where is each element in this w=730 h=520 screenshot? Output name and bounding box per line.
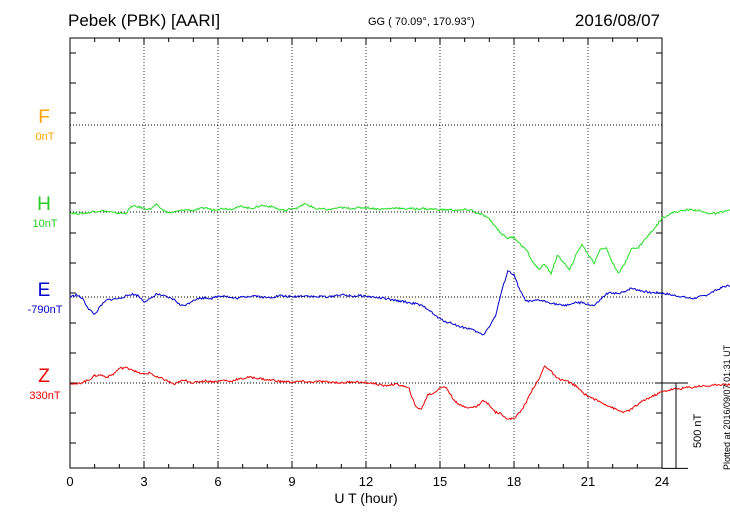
plot-frame (69, 37, 663, 469)
station-title: Pebek (PBK) [AARI] (68, 11, 221, 30)
x-tick-label: 21 (581, 474, 595, 489)
x-tick-label: 9 (288, 474, 295, 489)
series-line-z (70, 365, 730, 421)
scale-bar-label: 500 nT (692, 413, 704, 448)
x-tick-label: 15 (433, 474, 447, 489)
date-label: 2016/08/07 (574, 11, 660, 30)
channel-e-name: E (37, 280, 51, 301)
x-tick-label: 18 (507, 474, 521, 489)
series-line-e (69, 270, 730, 336)
channel-z-baseline: 330nT (29, 390, 61, 402)
x-tick-label: 0 (66, 474, 73, 489)
x-tick-label: 24 (655, 474, 669, 489)
x-tick-label: 3 (140, 474, 147, 489)
channel-f-name: F (38, 107, 50, 128)
x-tick-label: 6 (214, 474, 221, 489)
x-axis-label: U T (hour) (334, 490, 397, 506)
channel-h-name: H (37, 194, 51, 215)
channel-e-baseline: -790nT (27, 304, 63, 316)
x-tick-label: 12 (359, 474, 373, 489)
series-line-h (69, 202, 730, 276)
channel-z-name: Z (38, 366, 50, 387)
plotted-timestamp: Plotted at 2016/09/07 01:31 UT (722, 344, 730, 470)
coordinates-label: GG ( 70.09°, 170.93°) (368, 16, 475, 28)
channel-h-baseline: 10nT (32, 218, 58, 230)
channel-f-baseline: 0nT (35, 131, 55, 143)
